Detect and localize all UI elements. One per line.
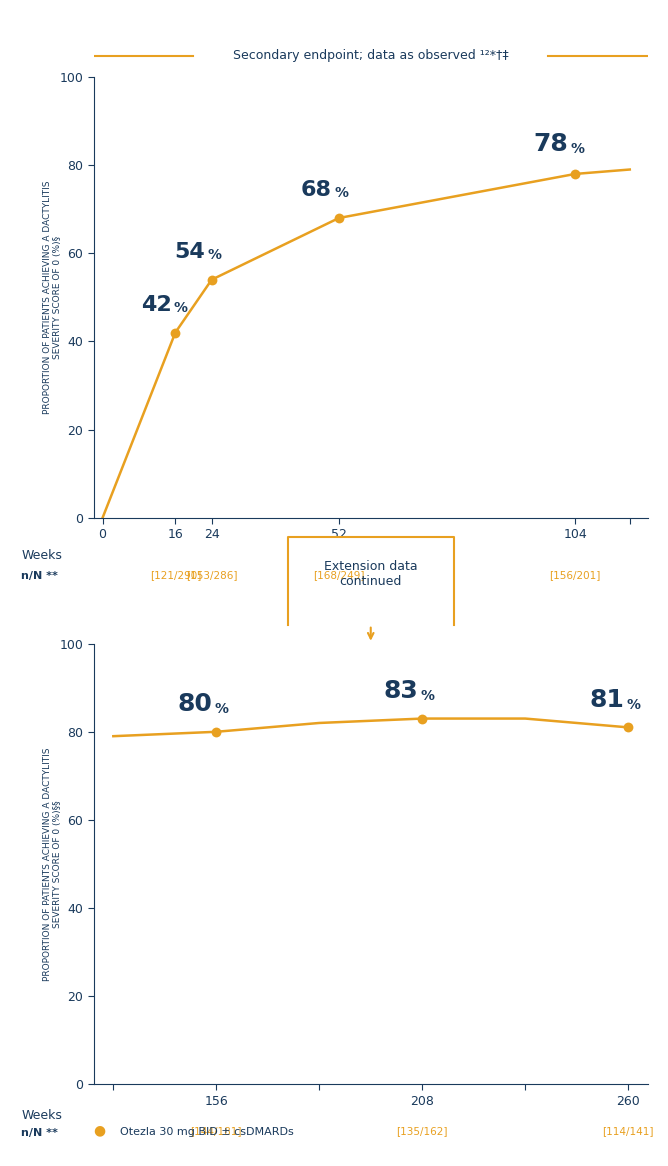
Text: Extension data
continued: Extension data continued [324, 561, 418, 589]
Text: [121/290]: [121/290] [150, 570, 201, 581]
Text: [135/162]: [135/162] [397, 1126, 448, 1136]
Text: 78: 78 [534, 132, 568, 156]
Text: 54: 54 [174, 243, 205, 262]
Text: [144/181]: [144/181] [190, 1126, 242, 1136]
Text: [168/249]: [168/249] [313, 570, 365, 581]
Text: %: % [420, 689, 434, 703]
Text: %: % [207, 248, 221, 262]
Point [170, 323, 180, 342]
Text: 83: 83 [383, 679, 418, 703]
Point [623, 718, 633, 737]
Text: 80: 80 [178, 693, 212, 716]
Text: Secondary endpoint; data as observed ¹²*†‡: Secondary endpoint; data as observed ¹²*… [233, 49, 508, 63]
Y-axis label: PROPORTION OF PATIENTS ACHIEVING A DACTYLITIS
SEVERITY SCORE OF 0 (%)§: PROPORTION OF PATIENTS ACHIEVING A DACTY… [43, 181, 62, 414]
Text: ●: ● [94, 1123, 106, 1137]
Point [206, 271, 217, 289]
Point [417, 709, 428, 728]
Text: Weeks: Weeks [21, 1109, 62, 1122]
Text: %: % [626, 698, 640, 712]
Text: n/N **: n/N ** [21, 1129, 58, 1138]
Text: 42: 42 [141, 295, 172, 315]
Text: [156/201]: [156/201] [550, 570, 601, 581]
Text: %: % [214, 702, 228, 716]
Text: %: % [174, 301, 188, 315]
Point [570, 164, 580, 183]
Text: Otezla 30 mg BID ± csDMARDs: Otezla 30 mg BID ± csDMARDs [120, 1126, 294, 1137]
Text: [153/286]: [153/286] [186, 570, 237, 581]
Text: Weeks: Weeks [21, 548, 62, 562]
Text: %: % [335, 187, 349, 201]
Point [333, 209, 344, 227]
Text: [114/141]: [114/141] [603, 1126, 654, 1136]
Point [211, 723, 222, 742]
Text: 81: 81 [589, 688, 624, 712]
Y-axis label: PROPORTION OF PATIENTS ACHIEVING A DACTYLITIS
SEVERITY SCORE OF 0 (%)§§: PROPORTION OF PATIENTS ACHIEVING A DACTY… [43, 747, 62, 981]
Text: 68: 68 [301, 181, 332, 201]
Text: n/N **: n/N ** [21, 570, 58, 581]
Text: %: % [570, 142, 584, 156]
